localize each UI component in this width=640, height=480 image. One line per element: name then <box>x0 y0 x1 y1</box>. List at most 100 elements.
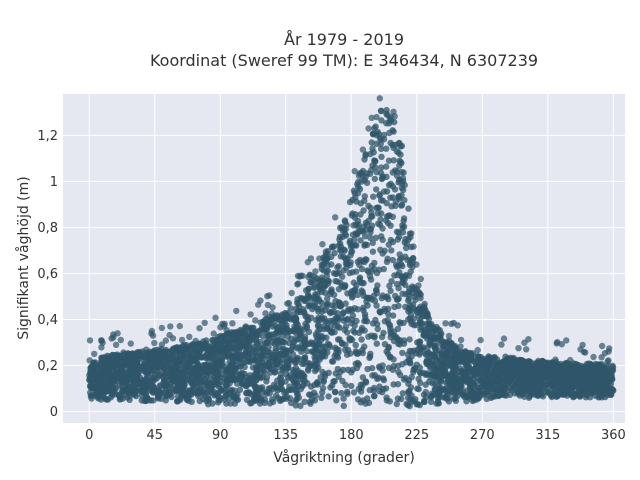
data-point <box>395 302 402 310</box>
data-point <box>337 368 344 376</box>
data-point <box>417 275 424 283</box>
data-point <box>340 267 347 274</box>
data-point <box>305 285 312 292</box>
data-point <box>327 323 334 331</box>
data-point <box>466 392 473 400</box>
data-point <box>408 353 415 360</box>
data-point <box>563 337 570 344</box>
data-point <box>369 239 376 246</box>
data-point <box>114 330 121 337</box>
data-point <box>243 333 251 340</box>
data-point <box>246 350 253 357</box>
data-point <box>515 390 522 397</box>
data-point <box>395 368 402 376</box>
data-point <box>120 349 127 356</box>
data-point <box>405 205 412 212</box>
data-point <box>330 270 338 277</box>
data-point <box>289 366 297 374</box>
data-point <box>317 374 324 381</box>
data-point <box>359 146 367 153</box>
data-point <box>398 168 405 176</box>
data-point <box>179 391 186 398</box>
data-point <box>314 360 321 368</box>
data-point <box>287 305 294 312</box>
data-point <box>448 384 455 392</box>
data-point <box>305 317 312 324</box>
data-point <box>273 392 280 399</box>
data-point <box>327 384 334 391</box>
y-tick-label: 0,2 <box>37 359 58 374</box>
data-point <box>158 341 166 348</box>
data-point <box>434 396 442 404</box>
data-point <box>195 390 203 397</box>
data-point <box>489 354 496 362</box>
data-point <box>360 304 367 311</box>
data-point <box>177 358 185 365</box>
data-point <box>102 395 109 402</box>
data-point <box>192 375 199 383</box>
data-point <box>485 371 492 378</box>
data-point <box>207 352 214 359</box>
data-point <box>373 204 380 212</box>
data-point <box>344 366 352 373</box>
data-point <box>339 377 346 385</box>
data-point <box>354 217 362 225</box>
data-point <box>221 323 228 330</box>
data-point <box>383 163 390 170</box>
data-point <box>528 385 535 393</box>
data-point <box>295 344 302 351</box>
data-point <box>209 400 216 407</box>
data-point <box>125 368 133 375</box>
data-point <box>496 374 504 381</box>
data-point <box>337 303 344 310</box>
data-point <box>129 386 136 393</box>
data-point <box>357 211 364 218</box>
data-point <box>134 369 142 377</box>
data-point <box>561 390 569 398</box>
data-point <box>340 309 347 316</box>
data-point <box>593 369 601 377</box>
data-point <box>587 360 594 368</box>
data-point <box>362 317 369 324</box>
data-point <box>394 236 401 243</box>
data-point <box>374 325 381 333</box>
data-point <box>583 372 591 380</box>
data-point <box>94 388 102 395</box>
data-point <box>367 226 374 233</box>
data-point <box>269 304 276 311</box>
data-point <box>436 336 443 343</box>
data-point <box>282 351 290 358</box>
data-point <box>308 279 315 286</box>
data-point <box>267 385 274 392</box>
data-point <box>335 242 343 249</box>
data-point <box>167 323 174 330</box>
data-point <box>355 178 362 186</box>
data-point <box>216 396 224 404</box>
data-point <box>268 310 276 317</box>
data-point <box>325 369 332 376</box>
data-point <box>348 248 356 255</box>
data-point <box>421 397 428 404</box>
data-point <box>133 358 141 365</box>
data-point <box>273 314 281 322</box>
data-point <box>355 183 362 191</box>
data-point <box>305 303 312 310</box>
data-point <box>330 243 338 250</box>
data-point <box>468 381 475 388</box>
data-point <box>356 276 363 283</box>
data-point <box>194 370 202 377</box>
data-point <box>157 348 165 356</box>
data-point <box>390 362 397 370</box>
data-point <box>493 363 500 370</box>
data-point <box>331 388 339 396</box>
data-point <box>288 357 296 364</box>
data-point <box>297 272 304 279</box>
data-point <box>322 289 329 296</box>
data-point <box>554 339 561 346</box>
data-point <box>247 311 254 318</box>
data-point <box>368 114 375 122</box>
data-point <box>525 363 533 370</box>
data-point <box>401 181 408 189</box>
data-point <box>380 329 387 337</box>
data-point <box>238 380 246 388</box>
